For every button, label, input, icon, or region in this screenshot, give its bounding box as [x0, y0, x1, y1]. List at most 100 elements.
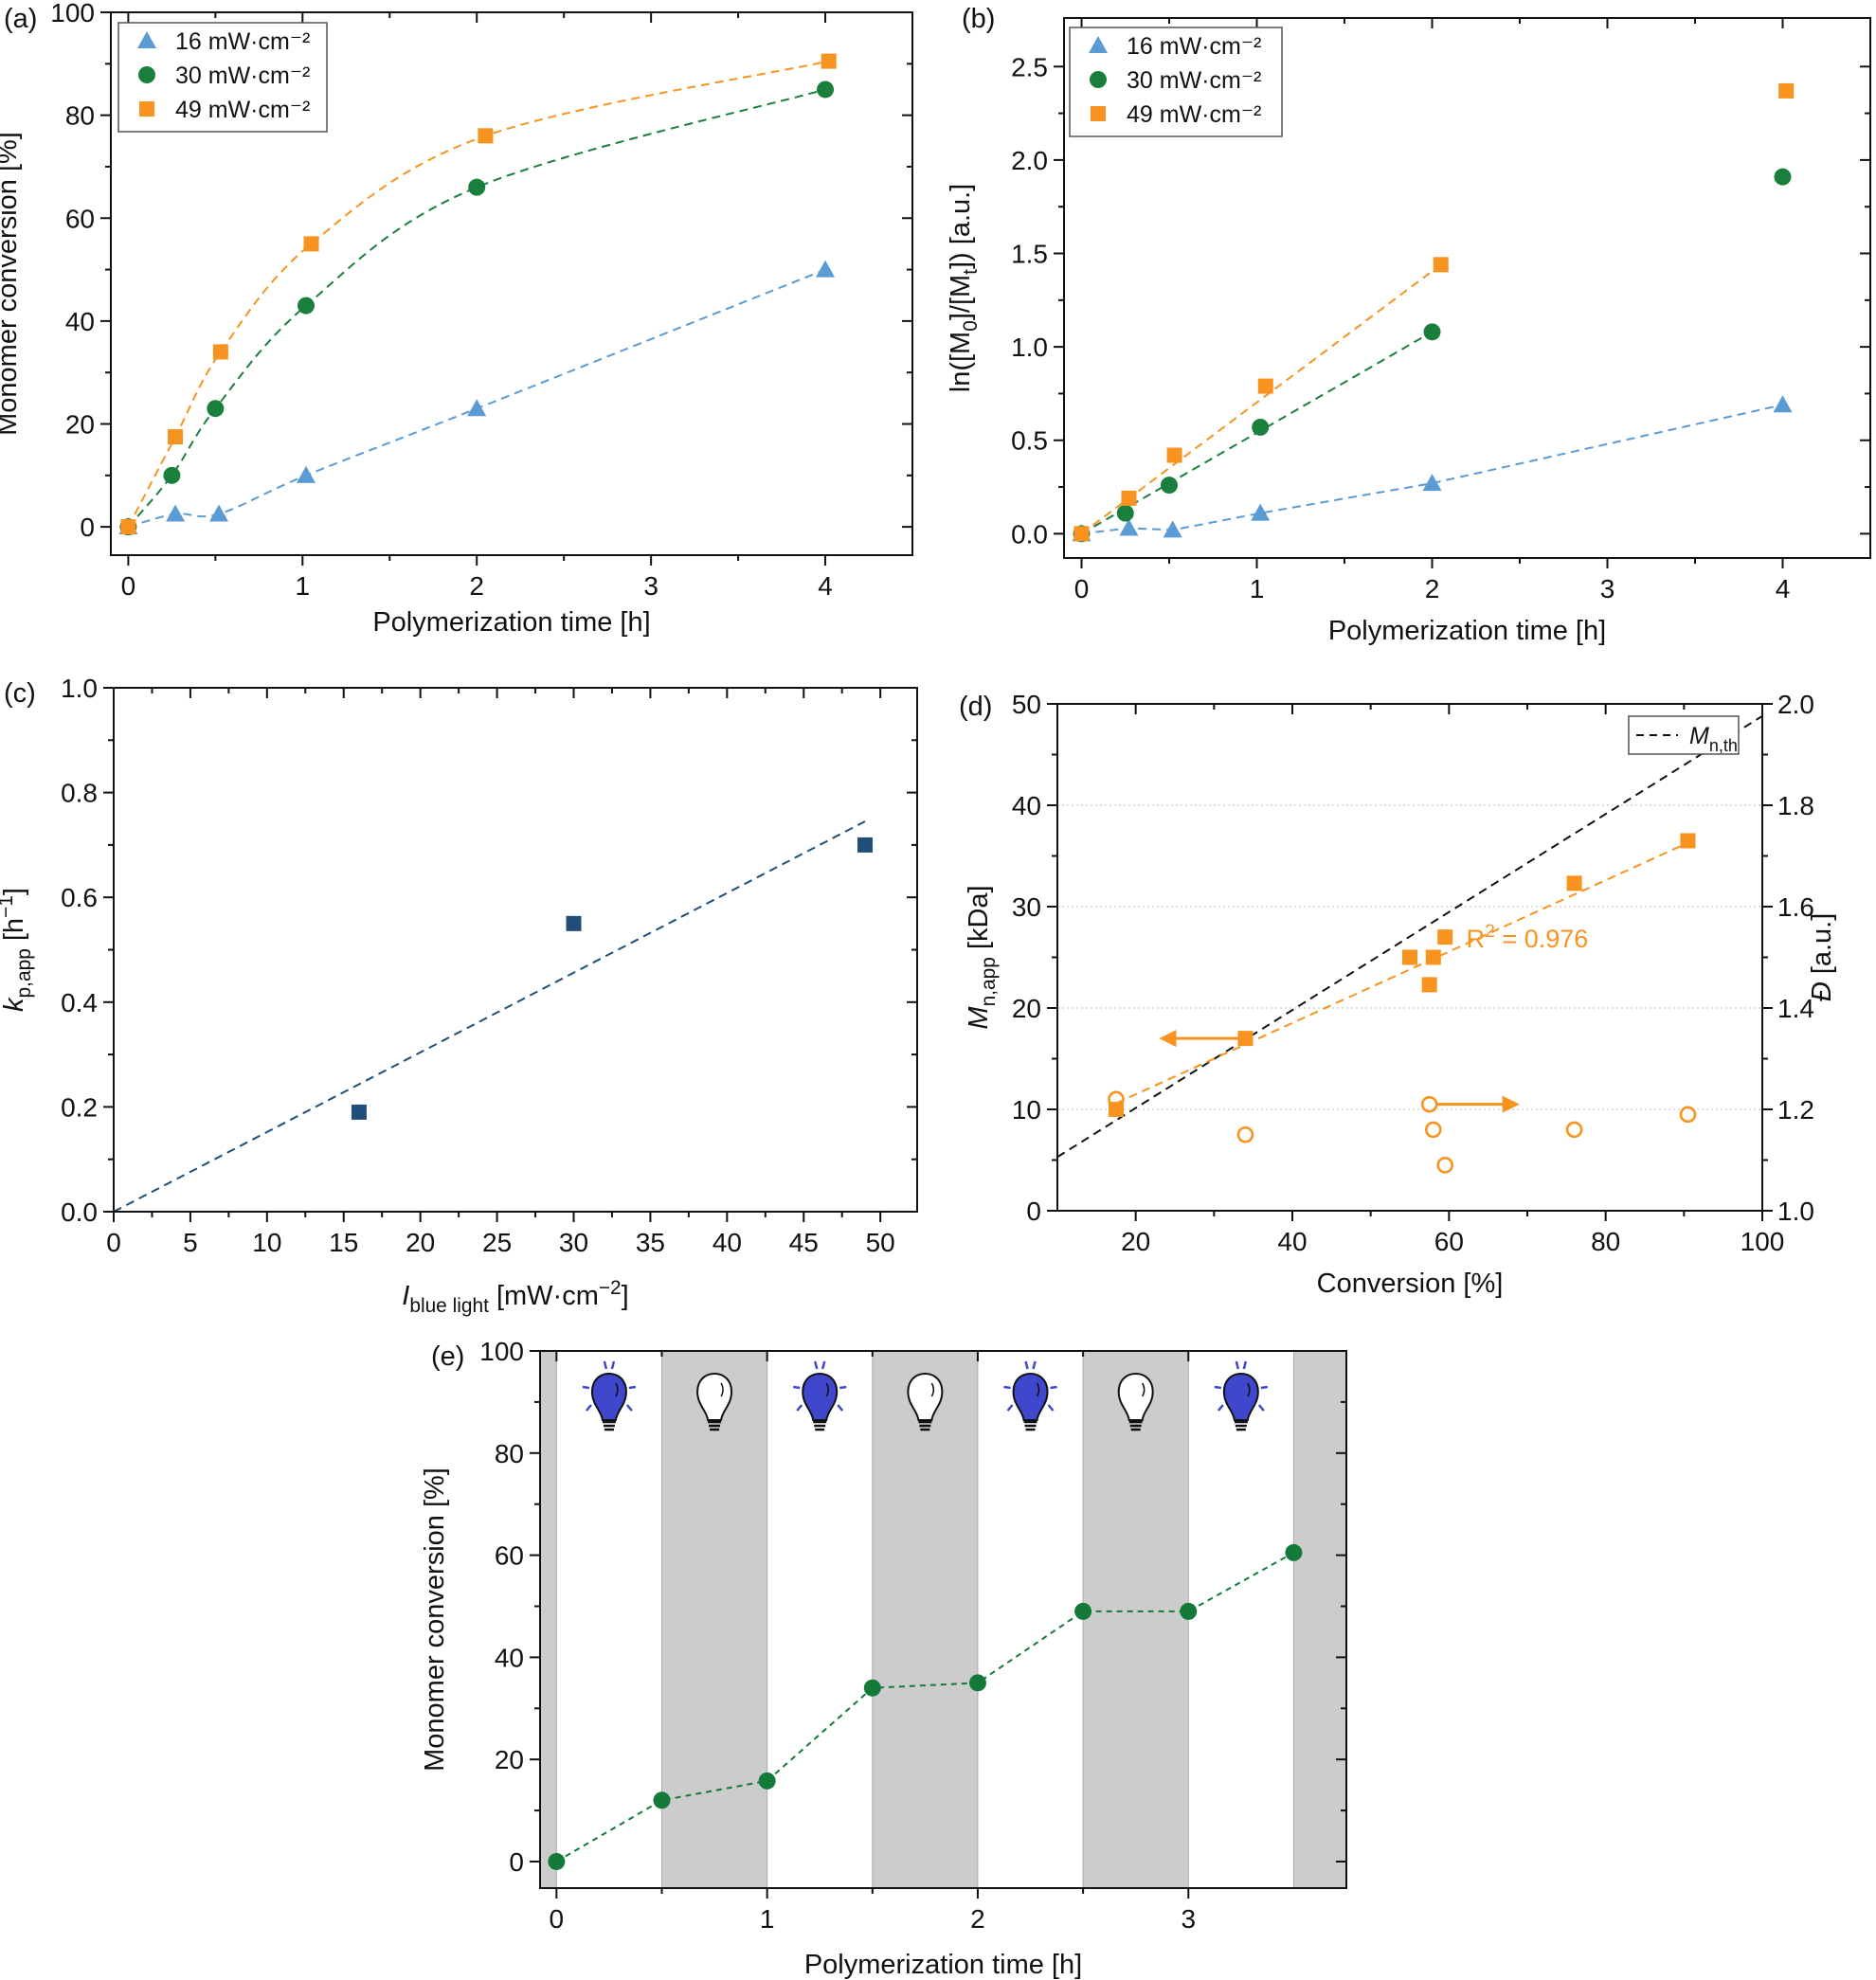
light-ray — [1242, 1360, 1248, 1370]
circle-marker — [297, 297, 315, 315]
chart-panel-b: 0 1 2 3 4 0.0 0.5 1.0 1.5 2.0 2.5 Polymerization ti… — [946, 4, 1871, 646]
circle-marker — [1774, 168, 1792, 186]
triangle-marker — [467, 399, 487, 417]
bulb-glass — [907, 1372, 944, 1421]
lightbulb-on-icon — [1003, 1360, 1057, 1431]
plot-area — [1072, 82, 1795, 543]
fit-line — [114, 820, 866, 1212]
square-marker — [1091, 106, 1106, 121]
chart-panel-e: 0 1 2 3 0 20 40 60 80 100 Polymerization time [h] M… — [420, 1337, 1347, 1980]
bulb-glass — [1222, 1372, 1259, 1421]
y-axis-label: Mn,app [kDa] — [964, 885, 1000, 1029]
y-tick-label: 10 — [1012, 1095, 1041, 1125]
legend-label: 49 mW·cm⁻² — [175, 97, 310, 123]
square-marker — [1421, 977, 1437, 993]
square-marker — [303, 236, 319, 252]
y-tick-label: 0.6 — [61, 883, 98, 912]
light-ray — [1024, 1360, 1029, 1370]
bulb-glass — [802, 1372, 839, 1421]
x-axis-label: Polymerization time [h] — [1328, 616, 1606, 646]
triangle-marker — [1119, 518, 1139, 536]
y-tick-label: 100 — [50, 0, 95, 27]
x-axis-label: Conversion [%] — [1317, 1269, 1504, 1299]
x-tick-label: 4 — [818, 571, 833, 601]
light-ray — [839, 1385, 847, 1390]
light-ray — [625, 1404, 633, 1412]
plot-frame — [110, 11, 913, 556]
square-marker — [1257, 378, 1273, 394]
y-tick-label: 1.5 — [1011, 240, 1048, 269]
open-circle-marker — [1679, 1106, 1697, 1124]
circle-marker — [1180, 1602, 1198, 1620]
circle-marker — [138, 66, 155, 83]
fit-line — [1115, 841, 1688, 1105]
fit-curve — [127, 88, 826, 528]
dark-period-band — [660, 1351, 768, 1888]
fit-line — [1057, 714, 1762, 1159]
panel-label: (b) — [962, 4, 995, 34]
y2-tick-label: 1.6 — [1777, 892, 1814, 922]
light-ray — [1235, 1360, 1240, 1370]
bulb-glass — [1012, 1372, 1049, 1421]
light-ray — [821, 1360, 826, 1370]
triangle-marker — [1773, 395, 1793, 413]
legend-label: Mn,th — [1689, 723, 1738, 755]
triangle-marker — [1422, 474, 1442, 492]
legend-label: 30 mW·cm⁻² — [1127, 67, 1261, 94]
circle-marker — [1161, 477, 1178, 495]
x-tick-label: 4 — [1776, 574, 1791, 603]
x-axis-label: Polymerization time [h] — [804, 1950, 1082, 1980]
legend-label: 16 mW·cm⁻² — [1127, 33, 1261, 60]
x-tick-label: 0 — [121, 571, 136, 601]
y-tick-label: 1.0 — [1011, 333, 1048, 362]
square-marker — [212, 344, 228, 360]
y2-tick-label: 1.8 — [1777, 791, 1814, 820]
bulb-highlight — [615, 1382, 619, 1397]
x-tick-label: 2 — [970, 1904, 985, 1934]
y-tick-label: 1.0 — [61, 674, 98, 703]
circle-marker — [968, 1674, 986, 1692]
x-tick-label: 20 — [406, 1228, 435, 1257]
plot-area — [540, 1351, 1346, 1888]
square-marker — [120, 519, 136, 535]
light-ray — [1260, 1385, 1269, 1390]
circle-marker — [1285, 1543, 1303, 1561]
y-tick-label: 0.5 — [1011, 426, 1048, 456]
plot-frame — [539, 1350, 1347, 1889]
y2-tick-label: 1.4 — [1777, 994, 1814, 1023]
triangle-marker — [137, 31, 156, 48]
y-tick-label: 50 — [1012, 690, 1041, 719]
square-marker — [1166, 447, 1182, 463]
fit-curve — [128, 268, 826, 529]
square-marker — [566, 915, 582, 931]
lightbulb-off-icon — [696, 1372, 733, 1431]
circle-marker — [1423, 323, 1441, 341]
light-ray — [1217, 1404, 1224, 1412]
circle-marker — [758, 1772, 776, 1790]
circle-marker — [1116, 504, 1134, 522]
bulb-highlight — [1036, 1382, 1040, 1397]
fit-curve — [1081, 404, 1783, 535]
x-tick-label: 100 — [1741, 1227, 1785, 1256]
legend-box — [1628, 715, 1740, 755]
x-tick-label: 3 — [1181, 1904, 1196, 1934]
plot-area — [114, 820, 873, 1212]
square-marker — [1680, 833, 1696, 849]
light-ray — [1050, 1385, 1057, 1390]
square-marker — [168, 429, 184, 445]
legend: 16 mW·cm⁻² 30 mW·cm⁻² 49 mW·cm⁻² — [1069, 27, 1283, 137]
square-marker — [1566, 875, 1582, 891]
y-axis-label: kp,app [h−1] — [0, 888, 35, 1012]
square-marker — [139, 101, 154, 117]
x-tick-label: 3 — [643, 571, 658, 601]
x-tick-label: 2 — [469, 571, 484, 601]
arrow-head — [1502, 1095, 1520, 1113]
y2-tick-label: 2.0 — [1777, 690, 1814, 719]
x-tick-label: 45 — [789, 1228, 819, 1257]
circle-marker — [468, 178, 486, 196]
light-ray — [1047, 1404, 1055, 1412]
x-tick-label: 40 — [1277, 1227, 1307, 1256]
triangle-marker — [296, 465, 316, 483]
